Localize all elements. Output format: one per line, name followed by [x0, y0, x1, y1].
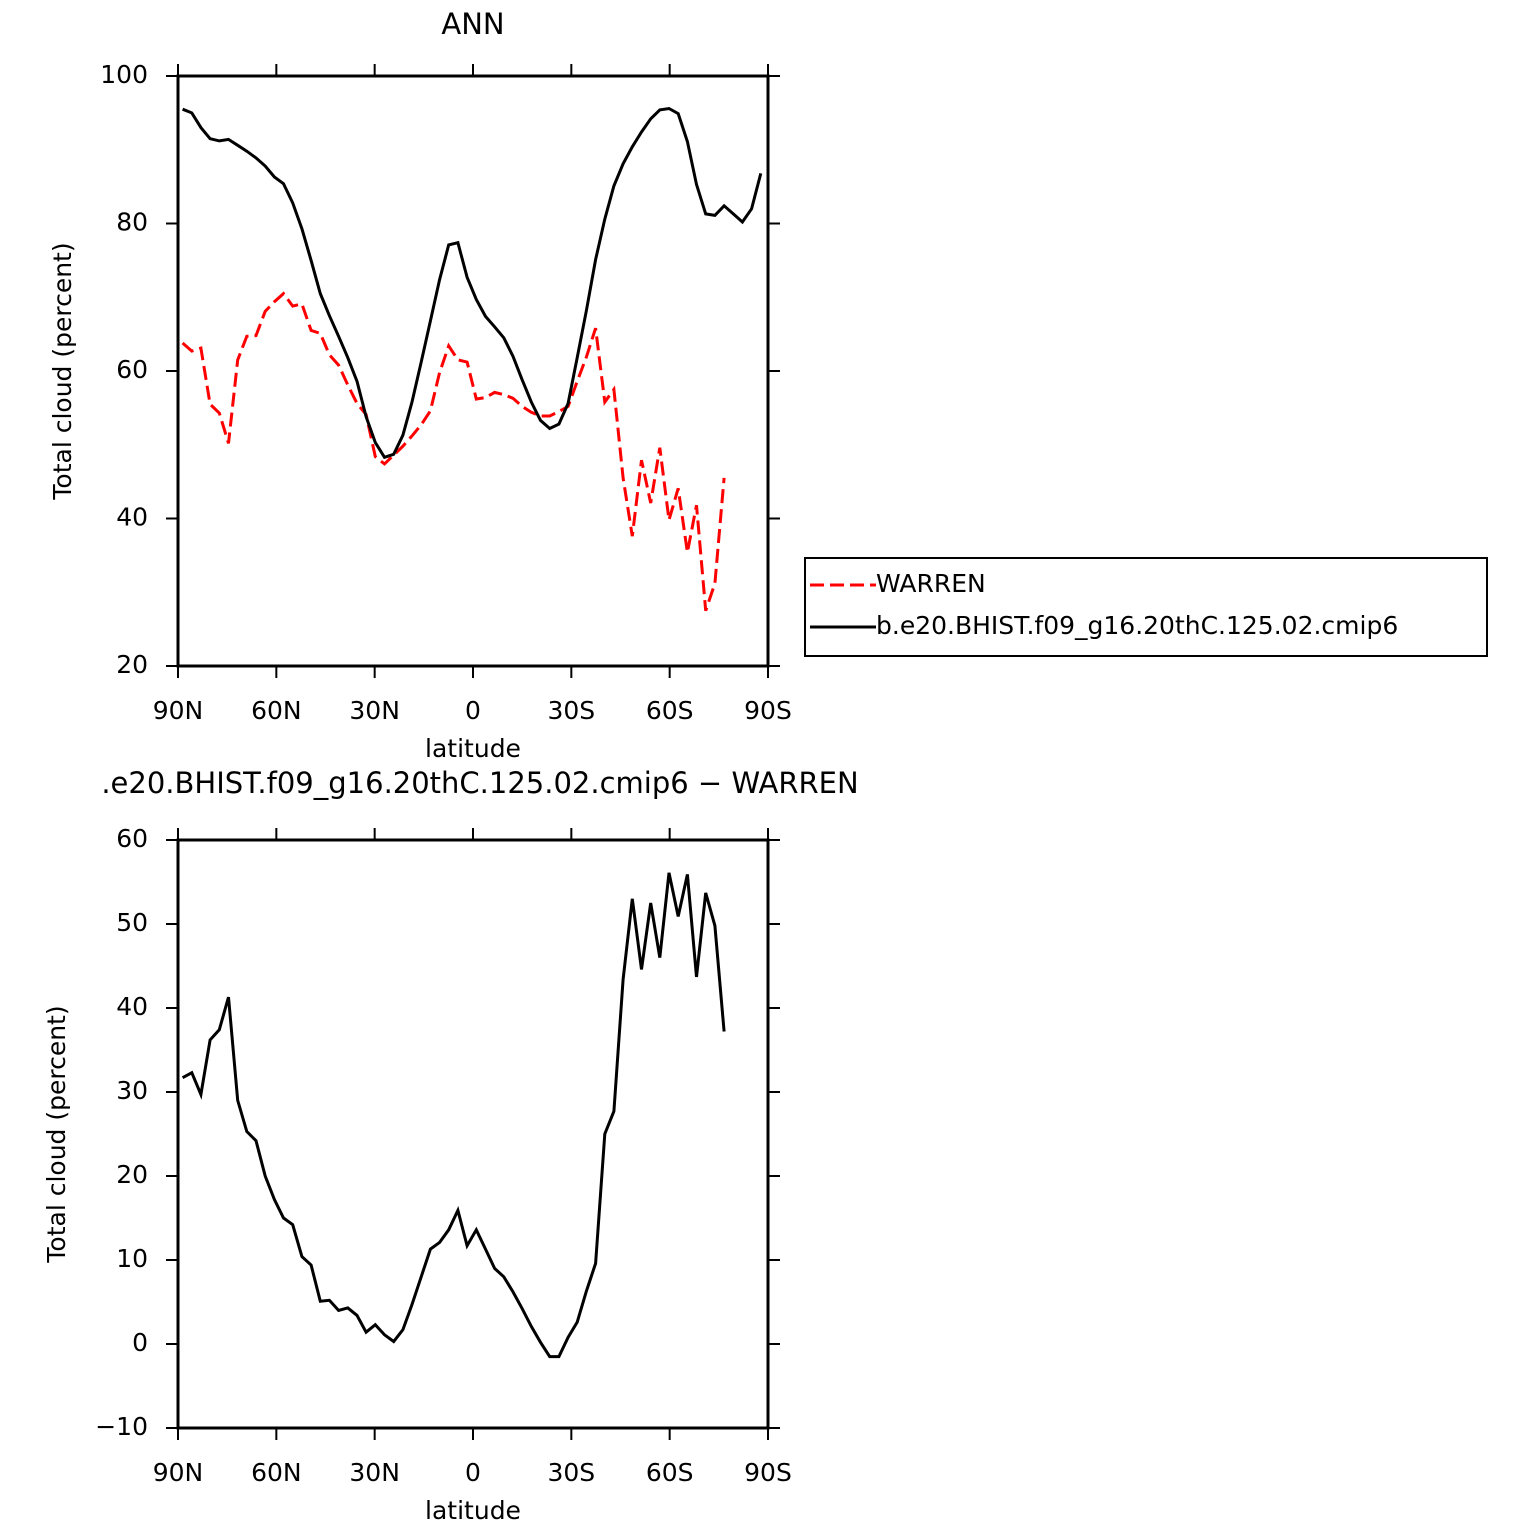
legend-box	[804, 557, 1488, 657]
y-tick-label: 20	[116, 650, 148, 679]
x-tick-label: 0	[465, 696, 481, 725]
y-tick-label: 0	[132, 1328, 148, 1357]
x-tick-label: 30S	[547, 1458, 595, 1487]
x-tick-label: 30N	[349, 696, 400, 725]
x-tick-label: 90N	[153, 696, 204, 725]
y-tick-label: 30	[116, 1076, 148, 1105]
y-tick-label: 40	[116, 503, 148, 532]
y-axis-label: Total cloud (percent)	[48, 242, 77, 500]
y-tick-label: 80	[116, 208, 148, 237]
y-tick-label: 20	[116, 1160, 148, 1189]
legend-label: WARREN	[876, 569, 986, 598]
y-tick-label: 10	[116, 1244, 148, 1273]
y-tick-label: −10	[95, 1412, 148, 1441]
x-axis-label: latitude	[425, 734, 521, 763]
y-tick-label: 40	[116, 992, 148, 1021]
x-tick-label: 60N	[251, 696, 302, 725]
x-tick-label: 0	[465, 1458, 481, 1487]
plot-frame	[176, 838, 770, 1430]
y-tick-label: 100	[100, 60, 148, 89]
legend-label: b.e20.BHIST.f09_g16.20thC.125.02.cmip6	[876, 611, 1398, 640]
chart-title: .e20.BHIST.f09_g16.20thC.125.02.cmip6 − …	[101, 766, 858, 800]
y-axis-label: Total cloud (percent)	[42, 1005, 71, 1263]
y-tick-label: 60	[116, 824, 148, 853]
x-tick-label: 60S	[646, 1458, 694, 1487]
data-line	[182, 106, 763, 460]
x-tick-label: 90S	[744, 1458, 792, 1487]
x-tick-label: 60N	[251, 1458, 302, 1487]
y-tick-label: 60	[116, 355, 148, 384]
data-line	[181, 291, 726, 612]
plot-frame	[176, 74, 770, 668]
x-tick-label: 60S	[646, 696, 694, 725]
x-axis-label: latitude	[425, 1496, 521, 1525]
x-tick-label: 30N	[349, 1458, 400, 1487]
x-tick-label: 90N	[153, 1458, 204, 1487]
data-line	[181, 872, 726, 1359]
x-tick-label: 30S	[547, 696, 595, 725]
x-tick-label: 90S	[744, 696, 792, 725]
y-tick-label: 50	[116, 908, 148, 937]
chart-title: ANN	[441, 7, 504, 41]
